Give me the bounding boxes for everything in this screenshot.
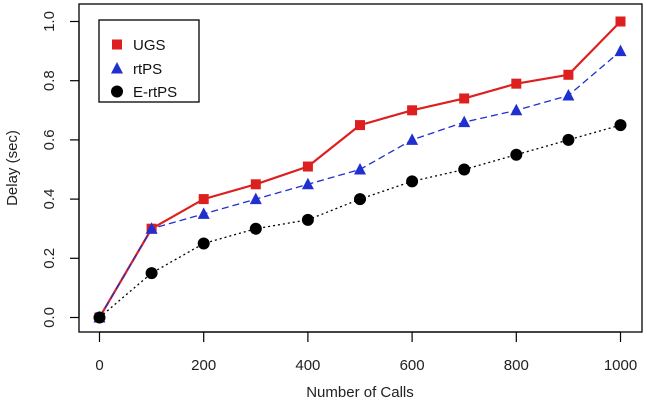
y-tick-label: 0.4 <box>41 189 58 210</box>
data-point <box>510 103 523 116</box>
data-point <box>354 163 366 175</box>
y-tick-label: 0.2 <box>41 248 58 269</box>
data-point <box>615 16 626 27</box>
series-rtps <box>93 44 627 323</box>
data-point <box>458 163 471 176</box>
legend-label: UGS <box>133 37 166 54</box>
data-point <box>407 105 418 116</box>
data-point <box>614 119 627 132</box>
data-point <box>614 44 627 57</box>
legend-label: rtPS <box>133 61 162 78</box>
y-tick-label: 0.8 <box>41 70 58 91</box>
data-point <box>510 148 523 161</box>
data-point <box>145 267 158 280</box>
x-tick-label: 600 <box>400 357 425 374</box>
data-point <box>562 89 575 101</box>
data-point <box>406 133 419 145</box>
y-tick-label: 1.0 <box>41 11 58 32</box>
x-axis-title: Number of Calls <box>306 384 414 401</box>
series-layer <box>93 16 627 324</box>
data-point <box>197 237 210 250</box>
data-point <box>355 120 365 131</box>
data-point <box>197 207 210 219</box>
data-point <box>250 179 261 190</box>
data-point <box>458 115 471 128</box>
legend-marker <box>112 39 122 50</box>
series-line <box>99 124 621 318</box>
data-point <box>563 69 574 80</box>
x-tick-label: 1000 <box>604 357 637 374</box>
data-point <box>93 311 106 324</box>
y-tick-label: 0.0 <box>41 307 58 328</box>
series-e-rtps <box>93 119 627 324</box>
legend-marker <box>111 62 123 74</box>
x-tick-label: 0 <box>95 357 103 374</box>
x-tick-label: 200 <box>191 357 216 374</box>
y-axis: 0.0 0.2 0.4 0.6 0.8 1.0 <box>41 11 80 328</box>
data-point <box>354 193 366 206</box>
x-tick-label: 400 <box>295 357 320 374</box>
legend-label: E-rtPS <box>133 84 177 101</box>
data-point <box>301 213 314 226</box>
data-point <box>459 93 470 104</box>
data-point <box>562 133 575 146</box>
data-point <box>511 78 522 89</box>
data-point <box>249 222 262 235</box>
data-point <box>406 175 419 188</box>
legend-marker <box>111 85 123 98</box>
data-point <box>249 192 262 205</box>
x-axis: 0 200 400 600 800 1000 <box>95 331 637 374</box>
y-tick-label: 0.6 <box>41 129 58 150</box>
y-axis-title: Delay (sec) <box>4 130 21 206</box>
legend: UGS rtPS E-rtPS <box>98 19 200 103</box>
data-point <box>198 194 209 205</box>
x-tick-label: 800 <box>504 357 529 374</box>
data-point <box>301 177 314 190</box>
data-point <box>302 161 313 172</box>
data-point <box>145 222 158 234</box>
